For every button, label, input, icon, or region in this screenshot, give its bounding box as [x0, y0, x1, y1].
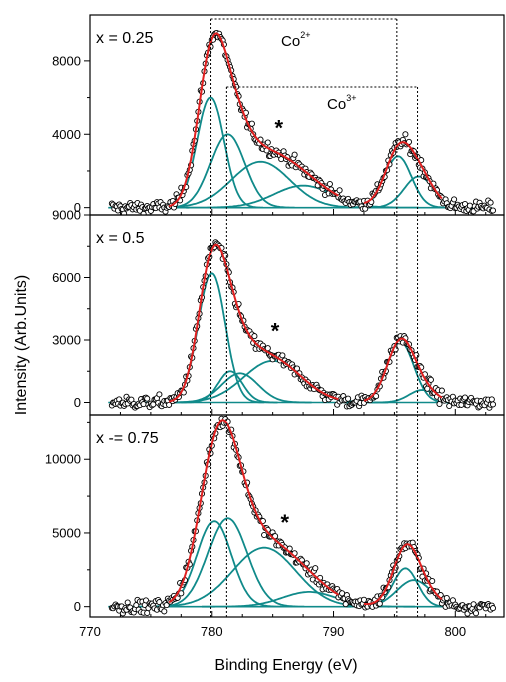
co3-annotation: Co3+: [327, 93, 356, 113]
data-point: [264, 139, 271, 146]
data-point: [472, 610, 480, 617]
y-tick-label: 3000: [52, 333, 81, 348]
panel-3-label: x -= 0.75: [96, 430, 159, 447]
y-tick-label: 8000: [52, 53, 81, 68]
data-point: [251, 333, 258, 340]
data-point: [303, 560, 310, 567]
data-point: [427, 376, 434, 383]
panels-group: 0 4000 8000 * 0 3000 6000 9000 * 0 5000 10000 *: [45, 14, 505, 618]
y-tick-label: 5000: [52, 525, 81, 540]
panel-2-frame: [89, 214, 505, 416]
data-point: [345, 395, 352, 402]
component-peak-2: [181, 370, 278, 404]
data-point: [489, 401, 497, 408]
data-point: [360, 596, 368, 603]
satellite-star: *: [274, 116, 283, 141]
y-axis-title: Intensity (Arb.Units): [13, 275, 30, 415]
component-peak-1: [158, 272, 265, 404]
data-point: [446, 402, 453, 410]
component-peak-3: [143, 160, 377, 209]
data-point: [261, 531, 268, 539]
data-point: [461, 394, 469, 401]
data-point: [144, 395, 151, 402]
data-point: [373, 393, 380, 400]
data-point: [438, 387, 445, 394]
data-point: [166, 401, 173, 408]
component-peak-2: [149, 517, 305, 608]
labels-group: Binding Energy (eV) Intensity (Arb.Units…: [13, 30, 358, 674]
panel-2-plot: [108, 239, 497, 411]
panel-1-plot: [108, 29, 497, 215]
data-point: [336, 187, 343, 194]
data-point: [161, 608, 168, 615]
data-point: [376, 600, 383, 607]
fit-envelope-1: [168, 243, 339, 403]
co2-annotation-superscript: 2+: [300, 30, 310, 40]
co3-annotation-superscript: 3+: [346, 93, 356, 103]
data-point: [248, 120, 255, 127]
panel-2: 0 3000 6000 9000 *: [52, 208, 505, 416]
data-point: [489, 207, 497, 214]
x-axis: 770 780 790 800: [79, 624, 466, 639]
fit-envelope-2: [363, 141, 443, 204]
y-tick-label: 6000: [52, 270, 81, 285]
data-point: [279, 352, 286, 359]
fit-envelope-2: [363, 337, 443, 402]
data-point: [144, 609, 151, 617]
panel-1: 0 4000 8000 *: [52, 14, 505, 216]
y-tick-label: 0: [74, 200, 81, 215]
x-axis-title: Binding Energy (eV): [214, 657, 357, 674]
panel-3-frame: [89, 414, 505, 618]
data-point: [429, 577, 436, 585]
x-tick-label: 800: [444, 624, 466, 639]
y-tick-label: 4000: [52, 127, 81, 142]
data-point: [264, 345, 271, 352]
data-point: [312, 565, 319, 572]
component-peak-1: [145, 520, 282, 608]
x-tick-label: 780: [201, 624, 223, 639]
satellite-star: *: [271, 318, 280, 343]
satellite-star: *: [281, 510, 290, 535]
data-point: [291, 151, 298, 158]
y-tick-label: 0: [74, 599, 81, 614]
y-tick-label: 9000: [52, 208, 81, 223]
y-tick-label: 0: [74, 395, 81, 410]
data-point: [488, 396, 495, 403]
panel-1-label: x = 0.25: [96, 30, 153, 47]
data-point: [326, 180, 333, 188]
data-point: [487, 199, 494, 206]
data-point: [402, 131, 409, 138]
y-tick-label: 10000: [45, 452, 81, 467]
data-point: [443, 594, 450, 602]
data-point: [121, 210, 128, 215]
guide-lines-group: [210, 18, 419, 617]
data-point: [140, 210, 147, 215]
data-point: [156, 391, 163, 398]
panel-3-plot: [108, 415, 497, 617]
data-point: [466, 202, 473, 209]
co2-annotation: Co2+: [281, 30, 310, 50]
panel-3: 0 5000 10000 *: [45, 414, 505, 618]
data-point: [451, 196, 458, 203]
co2-annotation-text: Co: [281, 33, 300, 50]
fit-envelope-2: [364, 543, 443, 606]
x-tick-label: 790: [323, 624, 345, 639]
co3-annotation-text: Co: [327, 96, 346, 113]
fit-envelope-1: [168, 419, 339, 604]
data-point: [489, 605, 497, 612]
panel-2-label: x = 0.5: [96, 230, 145, 247]
fit-envelope-1: [168, 32, 339, 208]
x-tick-label: 770: [79, 624, 101, 639]
